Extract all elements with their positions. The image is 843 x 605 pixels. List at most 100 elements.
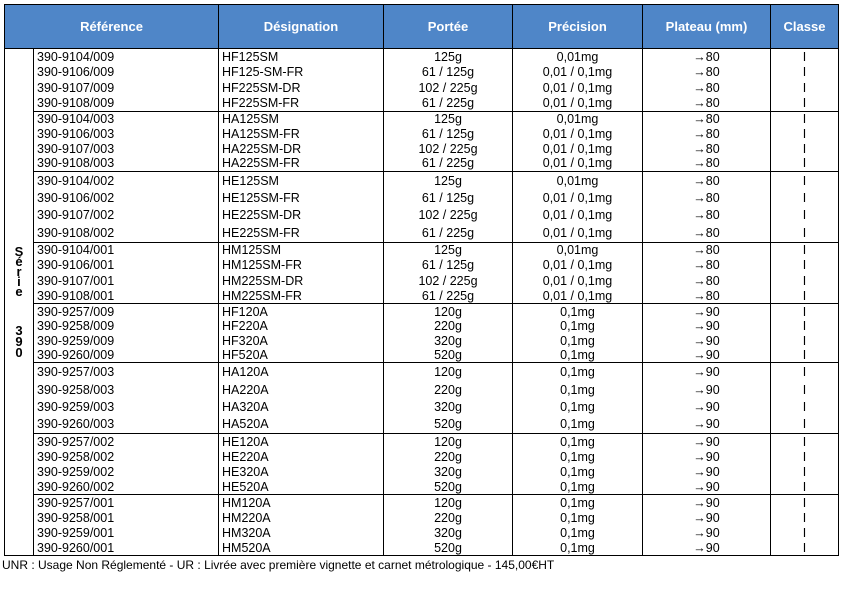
cell-des: HA320A bbox=[219, 398, 384, 416]
cell-plateau: →90 bbox=[643, 449, 771, 465]
cell-precision: 0,01 / 0,1mg bbox=[513, 257, 643, 274]
cell-plateau: →90 bbox=[643, 380, 771, 399]
cell-ref: 390-9106/003 bbox=[34, 126, 219, 142]
series-label-char: S bbox=[14, 243, 24, 259]
header-reference: Référence bbox=[5, 5, 219, 48]
cell-portee: 102 / 225g bbox=[384, 273, 513, 289]
cell-ref: 390-9104/003 bbox=[34, 111, 219, 127]
cell-portee: 61 / 125g bbox=[384, 64, 513, 80]
cell-classe: I bbox=[802, 348, 807, 363]
cell-precision: 0,1mg bbox=[513, 434, 643, 450]
cell-precision: 0,1mg bbox=[513, 479, 643, 495]
cell-classe: I bbox=[802, 126, 807, 141]
cell-portee: 125g bbox=[384, 242, 513, 258]
cell-classe: I bbox=[802, 319, 807, 334]
cell-classe: I bbox=[802, 65, 807, 80]
cell-ref: 390-9258/001 bbox=[34, 510, 219, 526]
cell-plateau: →90 bbox=[643, 415, 771, 434]
cell-precision: 0,01 / 0,1mg bbox=[513, 95, 643, 111]
cell-classe: I bbox=[802, 112, 807, 127]
cell-plateau: →80 bbox=[643, 79, 771, 96]
cell-precision: 0,01 / 0,1mg bbox=[513, 273, 643, 289]
cell-des: HA220A bbox=[219, 380, 384, 399]
cell-ref: 390-9107/009 bbox=[34, 79, 219, 96]
cell-portee: 320g bbox=[384, 398, 513, 416]
cell-portee: 61 / 225g bbox=[384, 156, 513, 171]
cell-classe: I bbox=[802, 540, 807, 555]
cell-portee: 520g bbox=[384, 540, 513, 556]
cell-precision: 0,01 / 0,1mg bbox=[513, 126, 643, 142]
cell-portee: 220g bbox=[384, 380, 513, 399]
cell-precision: 0,01 / 0,1mg bbox=[513, 141, 643, 157]
cell-plateau: →90 bbox=[643, 510, 771, 526]
cell-plateau: →80 bbox=[643, 206, 771, 225]
series-label-char: é bbox=[15, 253, 23, 269]
cell-ref: 390-9258/002 bbox=[34, 449, 219, 465]
cell-plateau: →90 bbox=[643, 434, 771, 450]
table-row: 390-9108/001 HM225SM-FR 61 / 225g 0,01 / 0,… bbox=[34, 288, 838, 304]
cell-classe: I bbox=[802, 333, 807, 348]
cell-precision: 0,1mg bbox=[513, 525, 643, 541]
table-row: 390-9260/003 HA520A 520g 0,1mg →90 I bbox=[34, 415, 838, 434]
cell-des: HF120A bbox=[219, 304, 384, 319]
table-row: 390-9258/001 HM220A 220g 0,1mg →90 I bbox=[34, 510, 838, 526]
cell-classe: I bbox=[802, 258, 807, 273]
cell-des: HE125SM bbox=[219, 171, 384, 190]
cell-portee: 125g bbox=[384, 171, 513, 190]
footnote: UNR : Usage Non Réglementé - UR : Livrée… bbox=[2, 558, 555, 572]
table-row: 390-9108/003 HA225SM-FR 61 / 225g 0,01 / 0,… bbox=[34, 156, 838, 171]
table-row: 390-9108/002 HE225SM-FR 61 / 225g 0,01 / 0,… bbox=[34, 224, 838, 242]
table-row: 390-9108/009 HF225SM-FR 61 / 225g 0,01 / 0,… bbox=[34, 95, 838, 111]
cell-des: HE125SM-FR bbox=[219, 189, 384, 207]
table-row: 390-9107/009 HF225SM-DR 102 / 225g 0,01 / 0… bbox=[34, 79, 838, 96]
table-row: 390-9107/003 HA225SM-DR 102 / 225g 0,01 / 0… bbox=[34, 141, 838, 157]
cell-ref: 390-9259/003 bbox=[34, 398, 219, 416]
table-row: 390-9106/001 HM125SM-FR 61 / 125g 0,01 / 0,… bbox=[34, 257, 838, 274]
cell-plateau: →90 bbox=[643, 318, 771, 334]
cell-plateau: →90 bbox=[643, 495, 771, 511]
cell-des: HF320A bbox=[219, 333, 384, 348]
cell-precision: 0,01mg bbox=[513, 49, 643, 65]
cell-plateau: →80 bbox=[643, 111, 771, 127]
cell-ref: 390-9258/003 bbox=[34, 380, 219, 399]
cell-classe: I bbox=[802, 304, 807, 319]
cell-des: HA125SM bbox=[219, 111, 384, 127]
cell-plateau: →80 bbox=[643, 141, 771, 157]
cell-classe: I bbox=[802, 510, 807, 525]
cell-des: HM225SM-DR bbox=[219, 273, 384, 289]
cell-portee: 102 / 225g bbox=[384, 206, 513, 225]
cell-plateau: →80 bbox=[643, 64, 771, 80]
table-row: 390-9258/002 HE220A 220g 0,1mg →90 I bbox=[34, 449, 838, 465]
cell-portee: 61 / 225g bbox=[384, 95, 513, 111]
cell-des: HE120A bbox=[219, 434, 384, 450]
cell-classe: I bbox=[802, 80, 807, 95]
product-group: 390-9104/003 HA125SM 125g 0,01mg →80 I 390-910… bbox=[34, 110, 838, 171]
cell-plateau: →90 bbox=[643, 464, 771, 480]
cell-portee: 61 / 225g bbox=[384, 288, 513, 304]
cell-portee: 125g bbox=[384, 49, 513, 65]
table-row: 390-9106/002 HE125SM-FR 61 / 125g 0,01 / 0,… bbox=[34, 189, 838, 207]
cell-portee: 220g bbox=[384, 318, 513, 334]
cell-plateau: →80 bbox=[643, 156, 771, 171]
header-classe: Classe bbox=[783, 19, 826, 34]
cell-des: HM125SM bbox=[219, 242, 384, 258]
cell-portee: 102 / 225g bbox=[384, 141, 513, 157]
cell-plateau: →80 bbox=[643, 224, 771, 242]
table-row: 390-9260/002 HE520A 520g 0,1mg →90 I bbox=[34, 479, 838, 495]
cell-des: HA120A bbox=[219, 363, 384, 381]
cell-ref: 390-9106/002 bbox=[34, 189, 219, 207]
cell-des: HE225SM-DR bbox=[219, 206, 384, 225]
table-row: 390-9259/003 HA320A 320g 0,1mg →90 I bbox=[34, 398, 838, 416]
cell-portee: 61 / 225g bbox=[384, 224, 513, 242]
table-row: 390-9257/002 HE120A 120g 0,1mg →90 I bbox=[34, 434, 838, 450]
cell-precision: 0,1mg bbox=[513, 398, 643, 416]
table-row: 390-9257/003 HA120A 120g 0,1mg →90 I bbox=[34, 363, 838, 381]
cell-portee: 61 / 125g bbox=[384, 257, 513, 274]
cell-ref: 390-9257/003 bbox=[34, 363, 219, 381]
cell-ref: 390-9104/001 bbox=[34, 242, 219, 258]
table-row: 390-9259/009 HF320A 320g 0,1mg →90 I bbox=[34, 333, 838, 348]
cell-classe: I bbox=[802, 382, 807, 397]
table-row: 390-9259/001 HM320A 320g 0,1mg →90 I bbox=[34, 525, 838, 541]
